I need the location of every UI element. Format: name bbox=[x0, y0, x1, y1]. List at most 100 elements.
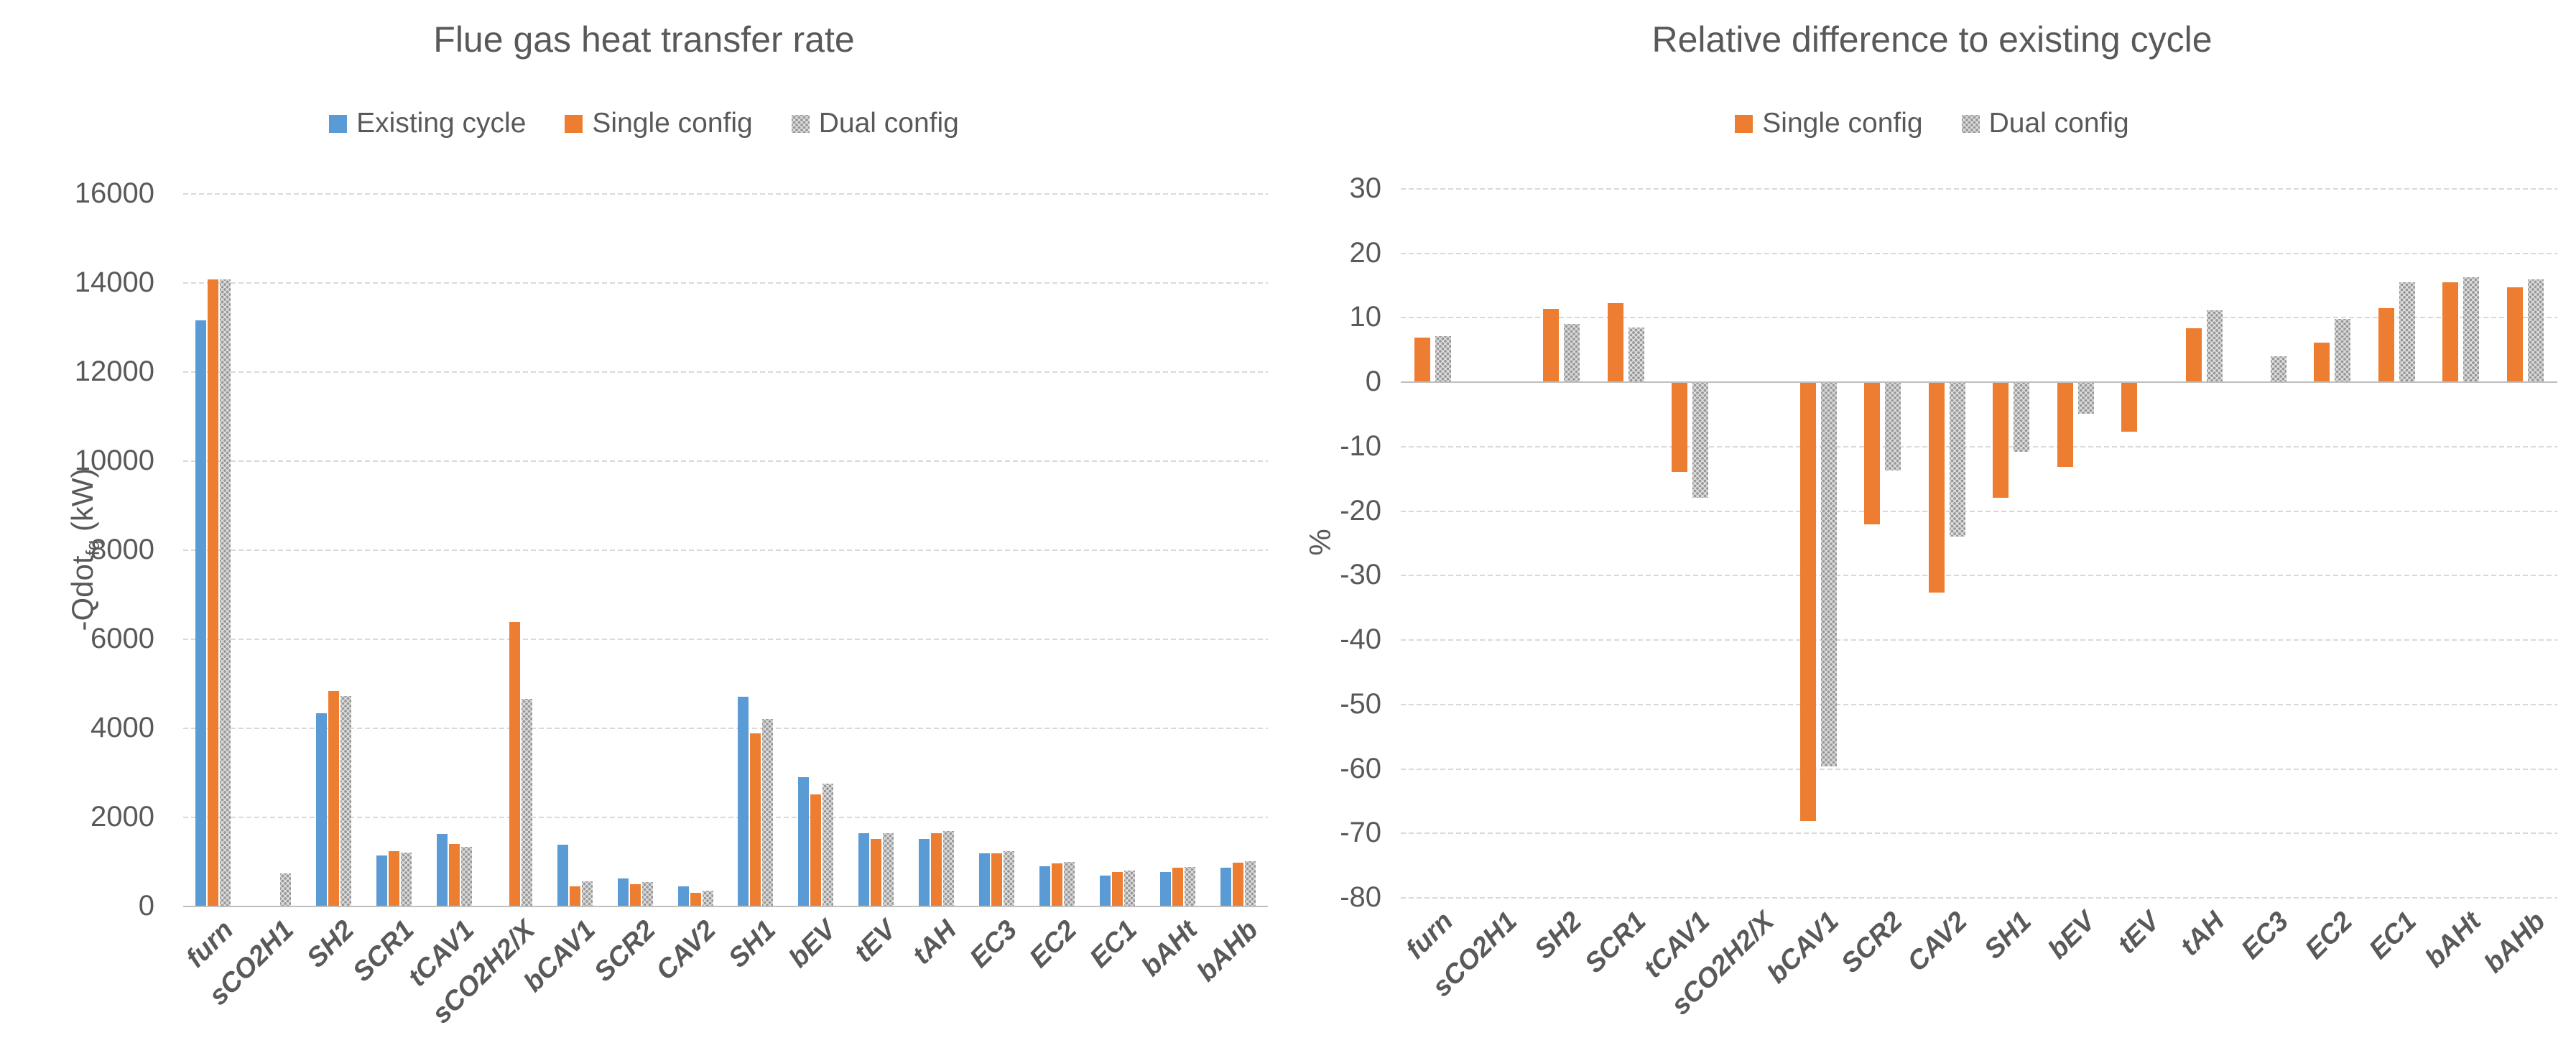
y-axis-tick-label: 0 bbox=[138, 890, 154, 922]
bar-scr2-dual-config bbox=[642, 882, 653, 906]
bar-bev-single-config bbox=[810, 794, 821, 906]
y-axis-tick-label: 4000 bbox=[91, 712, 154, 743]
x-axis-label: SH1 bbox=[1978, 906, 2038, 965]
legend-label: Single config bbox=[592, 108, 753, 139]
chart-relative-difference: Relative difference to existing cycle Si… bbox=[1288, 0, 2576, 1053]
bar-ec2-dual-config bbox=[1064, 862, 1075, 906]
legend-item-dual-config: Dual config bbox=[791, 108, 959, 139]
x-axis-label: bAHb bbox=[1190, 914, 1264, 988]
bar-tcav1-dual-config bbox=[461, 847, 472, 906]
gridline bbox=[1401, 445, 2557, 447]
gridline bbox=[1401, 832, 2557, 835]
bar-ec1-single-config bbox=[2378, 308, 2394, 381]
bar-cav2-dual-config bbox=[703, 891, 713, 906]
bar-scr1-single-config bbox=[389, 851, 399, 906]
x-axis-label: SH1 bbox=[723, 914, 782, 974]
legend-label: Dual config bbox=[1988, 108, 2129, 139]
x-axis-label: tAH bbox=[2174, 906, 2230, 962]
legend-swatch-single-config bbox=[565, 114, 583, 133]
bar-sh1-single-config bbox=[1993, 383, 2009, 498]
bar-bev-dual-config bbox=[2078, 383, 2094, 414]
legend-label: Dual config bbox=[818, 108, 959, 139]
bar-tcav1-single-config bbox=[449, 844, 460, 906]
y-axis-tick-label: 20 bbox=[1349, 236, 1382, 269]
bar-bahb-dual-config bbox=[1245, 861, 1256, 906]
gridline bbox=[1401, 897, 2557, 899]
bar-ec2-dual-config bbox=[2335, 319, 2350, 381]
bar-cav2-existing-cycle bbox=[678, 886, 689, 906]
y-axis-title-units: (kW) bbox=[65, 468, 99, 540]
x-axis-label: EC3 bbox=[963, 914, 1023, 974]
bar-tev-dual-config bbox=[883, 833, 894, 906]
x-axis-label: bAHb bbox=[2478, 906, 2552, 979]
bar-baht-single-config bbox=[1172, 868, 1183, 906]
gridline bbox=[183, 817, 1268, 818]
bar-tah-single-config bbox=[2186, 328, 2202, 381]
bar-sh2-dual-config bbox=[340, 696, 351, 906]
bar-ec2-single-config bbox=[2314, 343, 2330, 381]
y-axis-tick-label: 2000 bbox=[91, 801, 154, 832]
legend-label: Existing cycle bbox=[356, 108, 527, 139]
x-axis-label: tAH bbox=[907, 914, 963, 971]
bar-ec3-single-config bbox=[991, 853, 1002, 906]
y-axis-tick-label: -20 bbox=[1340, 494, 1381, 526]
bar-ec1-dual-config bbox=[1124, 871, 1135, 906]
x-axis-label: SH2 bbox=[1528, 906, 1588, 965]
bar-bahb-existing-cycle bbox=[1220, 868, 1231, 906]
y-axis-tick-label: 6000 bbox=[91, 623, 154, 654]
bar-sco2h2-x-single-config bbox=[509, 622, 520, 906]
bar-ec1-existing-cycle bbox=[1100, 876, 1111, 906]
y-axis-tick-label: 10 bbox=[1349, 301, 1382, 333]
x-axis-label: SCR2 bbox=[1835, 906, 1909, 979]
chart-title: Flue gas heat transfer rate bbox=[433, 19, 855, 60]
plot-area bbox=[1401, 188, 2557, 899]
bar-ec2-existing-cycle bbox=[1039, 866, 1050, 906]
x-axis-label: CAV2 bbox=[649, 914, 722, 986]
bar-furn-single-config bbox=[208, 279, 218, 906]
x-axis-label: bEV bbox=[2042, 906, 2102, 965]
gridline bbox=[1401, 252, 2557, 254]
gridline bbox=[183, 549, 1268, 551]
y-axis-tick-label: 30 bbox=[1349, 172, 1382, 204]
bar-tah-single-config bbox=[931, 833, 942, 906]
bar-bcav1-dual-config bbox=[1821, 383, 1837, 766]
x-axis-label: EC1 bbox=[2363, 906, 2423, 965]
legend: Single config Dual config bbox=[1288, 108, 2576, 139]
bar-sh2-single-config bbox=[328, 691, 339, 906]
bar-sh1-dual-config bbox=[2014, 383, 2029, 452]
bar-scr2-existing-cycle bbox=[618, 878, 629, 906]
bar-cav2-dual-config bbox=[1950, 383, 1965, 537]
y-axis-tick-label: 14000 bbox=[74, 266, 154, 298]
y-axis-title-text: % bbox=[1302, 529, 1337, 556]
legend-swatch-dual-config bbox=[1961, 114, 1980, 133]
x-axis-line bbox=[1401, 381, 2557, 384]
x-axis-label: CAV2 bbox=[1901, 906, 1973, 978]
bar-bcav1-dual-config bbox=[582, 881, 593, 906]
bar-tev-single-config bbox=[871, 839, 881, 906]
bar-ec2-single-config bbox=[1052, 863, 1062, 906]
bar-ec1-dual-config bbox=[2399, 282, 2415, 381]
bar-bcav1-single-config bbox=[570, 886, 580, 906]
bar-sh1-existing-cycle bbox=[738, 697, 749, 906]
bar-bahb-dual-config bbox=[2528, 279, 2544, 381]
y-axis-tick-label: 10000 bbox=[74, 445, 154, 476]
bar-bev-existing-cycle bbox=[798, 777, 809, 906]
y-axis-tick-label: -30 bbox=[1340, 559, 1381, 591]
bar-bahb-single-config bbox=[1233, 863, 1243, 906]
bar-ec3-dual-config bbox=[2271, 356, 2287, 381]
legend-item-single-config: Single config bbox=[1735, 108, 1923, 139]
gridline bbox=[1401, 703, 2557, 705]
bar-baht-dual-config bbox=[2463, 277, 2479, 381]
x-axis-label: bAHt bbox=[2419, 906, 2488, 974]
y-axis-tick-label: -40 bbox=[1340, 623, 1381, 656]
bar-furn-existing-cycle bbox=[195, 320, 206, 906]
bar-sh1-dual-config bbox=[762, 719, 773, 906]
bar-tah-dual-config bbox=[943, 831, 954, 906]
bar-tev-single-config bbox=[2121, 383, 2137, 432]
bar-sh1-single-config bbox=[750, 733, 761, 906]
bar-scr1-dual-config bbox=[1628, 328, 1644, 381]
bar-ec1-single-config bbox=[1112, 872, 1123, 906]
bar-furn-single-config bbox=[1414, 338, 1430, 381]
bar-furn-dual-config bbox=[1435, 336, 1451, 381]
